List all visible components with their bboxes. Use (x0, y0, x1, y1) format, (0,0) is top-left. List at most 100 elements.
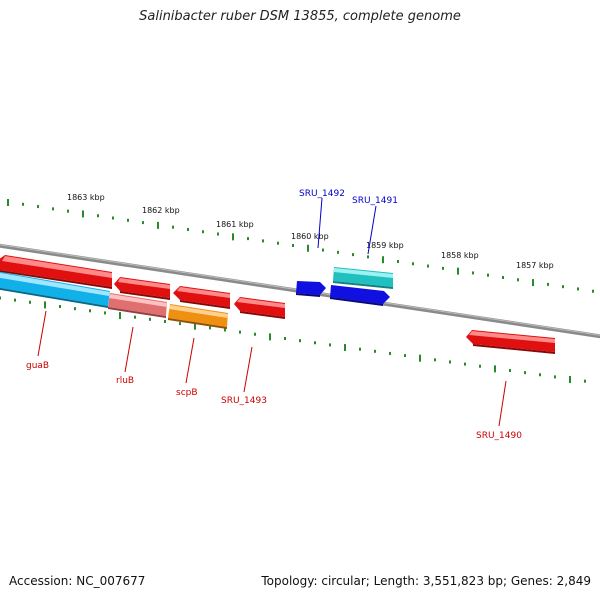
outer-scale-tick (82, 210, 84, 218)
inner-scale-tick (344, 344, 346, 352)
gene-label-sru1492: SRU_1492 (299, 189, 345, 199)
inner-scale-tick (299, 339, 301, 343)
inner-scale-tick (74, 307, 76, 311)
outer-scale-tick (37, 205, 39, 209)
outer-scale-tick (22, 202, 24, 206)
outer-scale-tick (457, 267, 459, 275)
gene-sru1492[interactable] (296, 281, 326, 297)
inner-scale-tick (374, 349, 376, 353)
outer-scale-tick (112, 216, 114, 220)
gene-rlub[interactable] (108, 293, 167, 318)
leader-line-scpb (185, 337, 195, 384)
inner-scale-tick (104, 311, 106, 315)
outer-scale-tick (187, 227, 189, 231)
outer-scale-tick (277, 241, 279, 245)
outer-scale-tick (517, 278, 519, 282)
inner-scale-tick (269, 333, 271, 341)
inner-scale-tick (419, 354, 421, 362)
inner-scale-tick (134, 315, 136, 319)
gene-guab[interactable] (0, 271, 110, 308)
map-title: Salinibacter ruber DSM 13855, complete g… (139, 9, 461, 24)
gene-label-guab: guaB (26, 361, 49, 371)
inner-scale-tick (449, 360, 451, 364)
accession-text: Accession: NC_007677 (9, 574, 146, 588)
outer-scale-tick (532, 279, 534, 287)
leader-line-sru1492 (317, 197, 323, 249)
outer-scale-tick (412, 262, 414, 266)
outer-scale-tick (397, 259, 399, 263)
inner-scale-tick (44, 301, 46, 309)
leader-line-sru1493 (243, 346, 253, 393)
kbp-label-1862: 1862 kbp (142, 206, 180, 215)
kbp-label-1857: 1857 kbp (516, 261, 554, 270)
inner-scale-tick (494, 365, 496, 373)
gene-label-scpb: scpB (176, 388, 198, 398)
gene-scpb[interactable] (168, 304, 228, 329)
kbp-label-1860: 1860 kbp (291, 232, 329, 241)
outer-scale-tick (442, 266, 444, 270)
outer-scale-tick (427, 264, 429, 268)
gene-label-sru1491: SRU_1491 (352, 196, 398, 206)
outer-scale-tick (592, 289, 594, 293)
outer-scale-tick (52, 207, 54, 211)
outer-scale-tick (502, 276, 504, 280)
gene-cyan-forward[interactable] (333, 267, 393, 289)
leader-line-guab (37, 310, 47, 357)
outer-scale-tick (337, 250, 339, 254)
tick-tracks (0, 199, 594, 384)
gene-sru1490[interactable] (466, 330, 555, 354)
gene-red-upper-2[interactable] (114, 277, 170, 300)
inner-scale-tick (509, 368, 511, 372)
leader-line-sru1490 (498, 380, 507, 427)
inner-scale-tick (254, 332, 256, 336)
outer-scale-tick (262, 239, 264, 243)
inner-scale-tick (584, 379, 586, 383)
outer-scale-tick (307, 244, 309, 252)
outer-scale-tick (577, 287, 579, 291)
gene-label-sru1493: SRU_1493 (221, 396, 267, 406)
outer-scale-tick (7, 199, 9, 206)
leader-line-rlub (124, 326, 134, 373)
inner-scale-tick (59, 305, 61, 309)
inner-scale-tick (284, 337, 286, 341)
gene-label-rlub: rluB (116, 376, 134, 386)
gene-red-upper-1[interactable] (0, 255, 112, 289)
outer-scale-tick (487, 273, 489, 277)
outer-scale-tick (232, 233, 234, 241)
outer-scale-tick (172, 225, 174, 229)
outer-scale-tick (292, 243, 294, 247)
leader-lines (37, 197, 507, 427)
outer-scale-tick (547, 282, 549, 286)
outer-scale-tick (127, 218, 129, 222)
gene-label-sru1490: SRU_1490 (476, 431, 522, 441)
kbp-label-1863: 1863 kbp (67, 193, 105, 202)
gene-red-upper-3[interactable] (173, 286, 230, 309)
outer-scale-tick (247, 237, 249, 241)
inner-scale-tick (524, 371, 526, 375)
inner-scale-tick (554, 375, 556, 379)
outer-scale-tick (352, 253, 354, 257)
gene-sru1491[interactable] (330, 285, 390, 306)
inner-scale-tick (164, 319, 166, 323)
outer-scale-tick (322, 248, 324, 252)
leader-line-sru1491 (367, 205, 377, 255)
outer-scale-tick (382, 256, 384, 264)
outer-scale-tick (67, 209, 69, 213)
inner-scale-tick (209, 326, 211, 330)
outer-scale-tick (97, 214, 99, 218)
inner-scale-tick (329, 343, 331, 347)
inner-scale-tick (119, 312, 121, 320)
gene-red-upper-4[interactable] (234, 297, 285, 319)
inner-scale-tick (224, 328, 226, 332)
inner-scale-tick (314, 341, 316, 345)
inner-scale-tick (239, 330, 241, 334)
inner-scale-tick (89, 309, 91, 313)
kbp-label-1861: 1861 kbp (216, 220, 254, 229)
inner-scale-tick (404, 354, 406, 358)
topology-text: Topology: circular; Length: 3,551,823 bp… (261, 574, 591, 588)
outer-scale-tick (217, 232, 219, 236)
outer-scale-tick (472, 271, 474, 275)
outer-scale-tick (157, 221, 159, 229)
